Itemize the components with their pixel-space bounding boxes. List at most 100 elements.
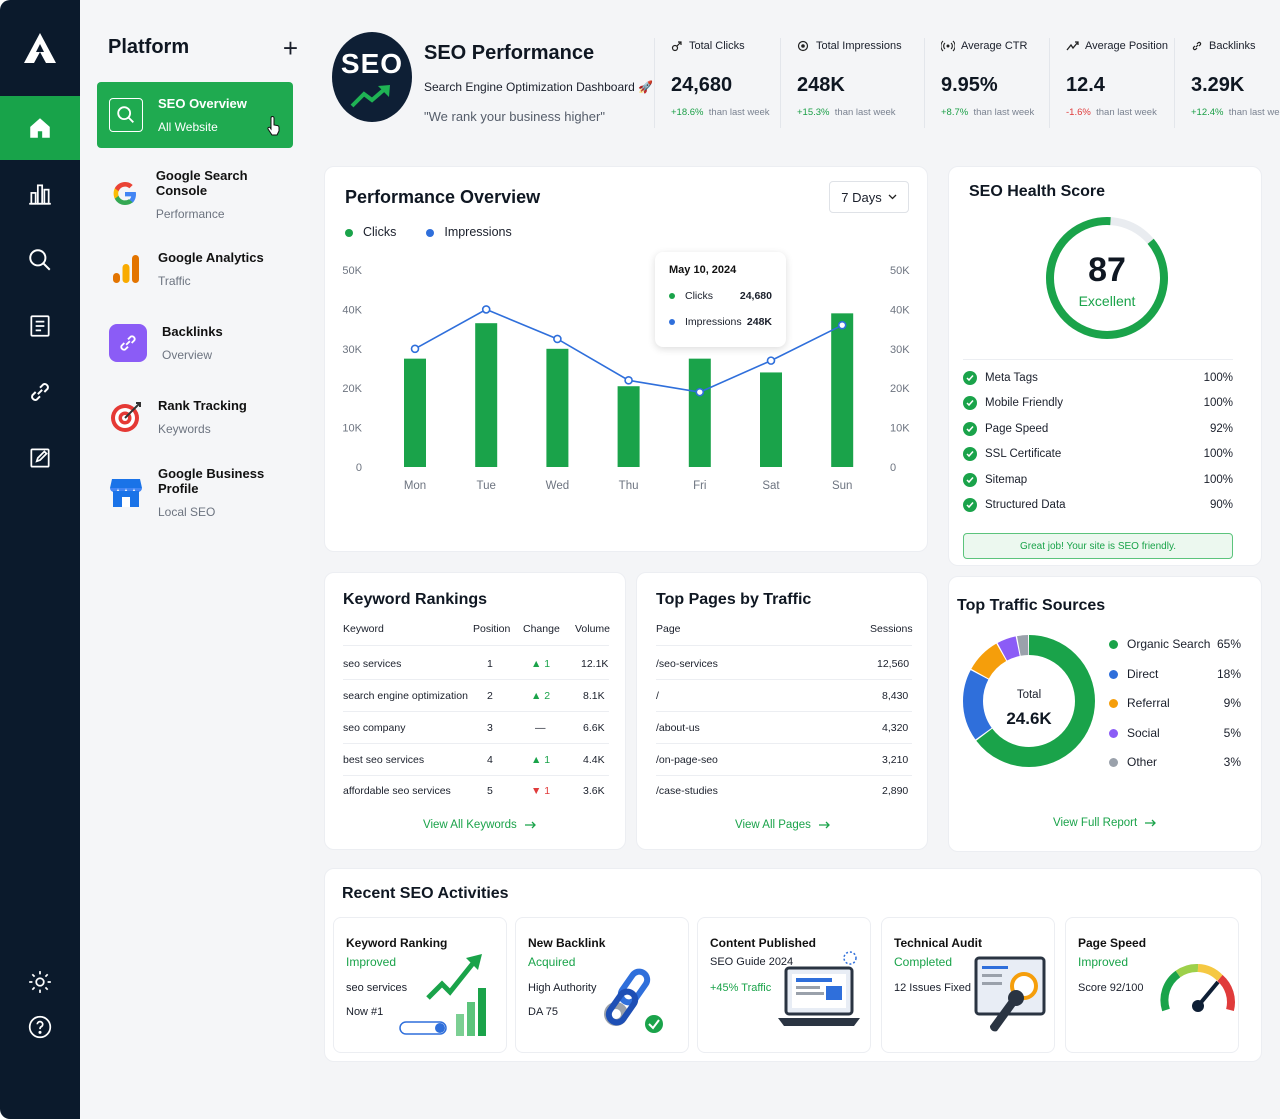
page-cell: /about-us — [656, 722, 700, 734]
activity-detail: High Authority — [528, 982, 597, 994]
view-all-pages-link[interactable]: View All Pages — [735, 819, 831, 831]
report-icon — [30, 315, 50, 337]
page-tagline: "We rank your business higher" — [424, 109, 605, 124]
sessions-cell: 2,890 — [882, 785, 909, 797]
health-banner: Great job! Your site is SEO friendly. — [963, 533, 1233, 559]
chart-legend: Clicks Impressions — [345, 225, 512, 239]
date-range-select[interactable]: 7 Days — [829, 181, 909, 213]
change-cell: — — [535, 722, 546, 734]
clicks-bar[interactable] — [760, 372, 782, 467]
impressions-point[interactable] — [481, 305, 491, 314]
sessions-cell: 8,430 — [882, 690, 909, 702]
health-item-value: 90% — [1209, 499, 1233, 511]
add-button[interactable]: + — [282, 32, 298, 63]
clicks-bar[interactable] — [688, 358, 711, 467]
impressions-point[interactable] — [766, 356, 776, 365]
hand-cursor-icon — [267, 116, 280, 136]
keyword-cell: seo company — [343, 722, 406, 734]
sidebar-item-google-search-console[interactable]: Google Search Console Performance — [97, 161, 293, 227]
health-score-gauge: 87 Excellent — [1042, 213, 1172, 343]
signal-icon — [941, 40, 955, 52]
activity-keyword-ranking[interactable]: Keyword Ranking Improved seo services No… — [333, 917, 507, 1053]
impressions-point[interactable] — [837, 320, 847, 330]
brand-logo-icon[interactable] — [22, 30, 58, 66]
chevron-down-icon — [888, 194, 897, 200]
activity-new-backlink[interactable]: New Backlink Acquired High Authority DA … — [515, 917, 689, 1053]
donut-total-value: 24.6K — [1006, 709, 1052, 728]
health-item-name: Structured Data — [985, 499, 1066, 511]
sidebar-item-google-analytics[interactable]: Google Analytics Traffic — [97, 236, 293, 302]
link-icon — [109, 324, 147, 362]
check-icon — [963, 371, 977, 385]
cursor-icon — [671, 41, 682, 52]
legend-clicks: Clicks — [345, 225, 396, 239]
health-item: Page Speed 92% — [963, 422, 1233, 436]
health-item-value: 100% — [1203, 448, 1233, 460]
kpi-change-suffix: than last week — [1228, 107, 1280, 118]
legend-direct: Direct 18% — [1109, 667, 1241, 681]
activity-page-speed[interactable]: Page Speed Improved Score 92/100 — [1065, 917, 1239, 1053]
clicks-bar[interactable] — [831, 313, 854, 467]
clicks-bar[interactable] — [404, 358, 426, 467]
view-full-report-link[interactable]: View Full Report — [1053, 817, 1157, 829]
sidebar-item-label: Google Business Profile — [158, 465, 265, 496]
view-all-keywords-link[interactable]: View All Keywords — [423, 819, 537, 831]
health-item-value: 100% — [1203, 474, 1233, 486]
kpi-total-clicks: Total Clicks 24,680 +18.6% than last wee… — [654, 38, 780, 128]
activity-technical-audit[interactable]: Technical Audit Completed 12 Issues Fixe… — [881, 917, 1055, 1053]
keyword-cell: search engine optimization — [343, 690, 468, 702]
rail-edit-button[interactable] — [0, 426, 80, 490]
activity-content-published[interactable]: Content Published SEO Guide 2024 +45% Tr… — [697, 917, 871, 1053]
impressions-point[interactable] — [695, 387, 705, 397]
sidebar-item-seo-overview[interactable]: SEO Overview All Website — [97, 82, 293, 148]
sidebar-item-google-business-profile[interactable]: Google Business Profile Local SEO — [97, 459, 293, 525]
source-value: 5% — [1223, 726, 1241, 740]
health-item: Meta Tags 100% — [963, 371, 1233, 385]
change-cell: ▲ 1 — [531, 658, 551, 670]
clicks-bar[interactable] — [546, 348, 569, 467]
activity-detail: Score 92/100 — [1078, 982, 1144, 994]
kpi-change-suffix: than last week — [834, 107, 896, 118]
y-tick-label-left: 0 — [356, 462, 362, 474]
kpi-change-suffix: than last week — [708, 107, 770, 118]
position-cell: 1 — [487, 658, 493, 670]
donut-total-label: Total — [1016, 689, 1042, 701]
rail-links-button[interactable] — [0, 360, 80, 424]
impressions-point[interactable] — [410, 344, 420, 354]
rail-settings-button[interactable] — [0, 950, 80, 1014]
rail-reports-button[interactable] — [0, 294, 80, 358]
chart-tooltip: May 10, 2024 Clicks 24,680 Impressions 248… — [655, 252, 786, 347]
page-cell: / — [656, 690, 659, 702]
health-score-label: Excellent — [1078, 293, 1136, 309]
sidebar-item-sublabel: Keywords — [158, 422, 211, 436]
top-pages-card: Top Pages by Traffic Page Sessions /seo-… — [636, 572, 928, 850]
donut-slice[interactable] — [963, 635, 1095, 767]
check-icon — [963, 422, 977, 436]
rail-search-button[interactable] — [0, 228, 80, 292]
help-icon — [28, 1015, 52, 1039]
column-header: Change — [523, 623, 560, 635]
kpi-value: 12.4 — [1066, 74, 1105, 96]
sidebar-item-rank-tracking[interactable]: Rank Tracking Keywords — [97, 384, 293, 450]
clicks-bar[interactable] — [617, 386, 640, 467]
kpi-label: Total Impressions — [816, 40, 902, 52]
clicks-bar[interactable] — [475, 323, 498, 467]
sidebar-item-backlinks[interactable]: Backlinks Overview — [97, 310, 293, 376]
bar-chart-icon — [29, 184, 51, 205]
donut-slice[interactable] — [963, 635, 1095, 767]
google-icon — [109, 177, 141, 211]
kpi-label: Backlinks — [1209, 40, 1256, 52]
impressions-point[interactable] — [624, 376, 633, 385]
performance-chart: 50K 50K 40K 40K 30K 30K 20K 20K 10K 10K 0 0 Mon Tue We… — [342, 265, 910, 492]
rail-home-button[interactable] — [0, 96, 80, 160]
activity-status: Improved — [346, 955, 397, 969]
health-item: Sitemap 100% — [963, 473, 1233, 487]
date-range-value: 7 Days — [841, 189, 882, 205]
rail-analytics-button[interactable] — [0, 162, 80, 226]
activity-detail: +45% Traffic — [710, 982, 772, 994]
source-value: 3% — [1223, 755, 1241, 769]
link-icon — [31, 383, 49, 401]
impressions-point[interactable] — [553, 334, 562, 344]
y-tick-label-left: 30K — [342, 344, 362, 356]
rail-help-button[interactable] — [0, 995, 80, 1059]
